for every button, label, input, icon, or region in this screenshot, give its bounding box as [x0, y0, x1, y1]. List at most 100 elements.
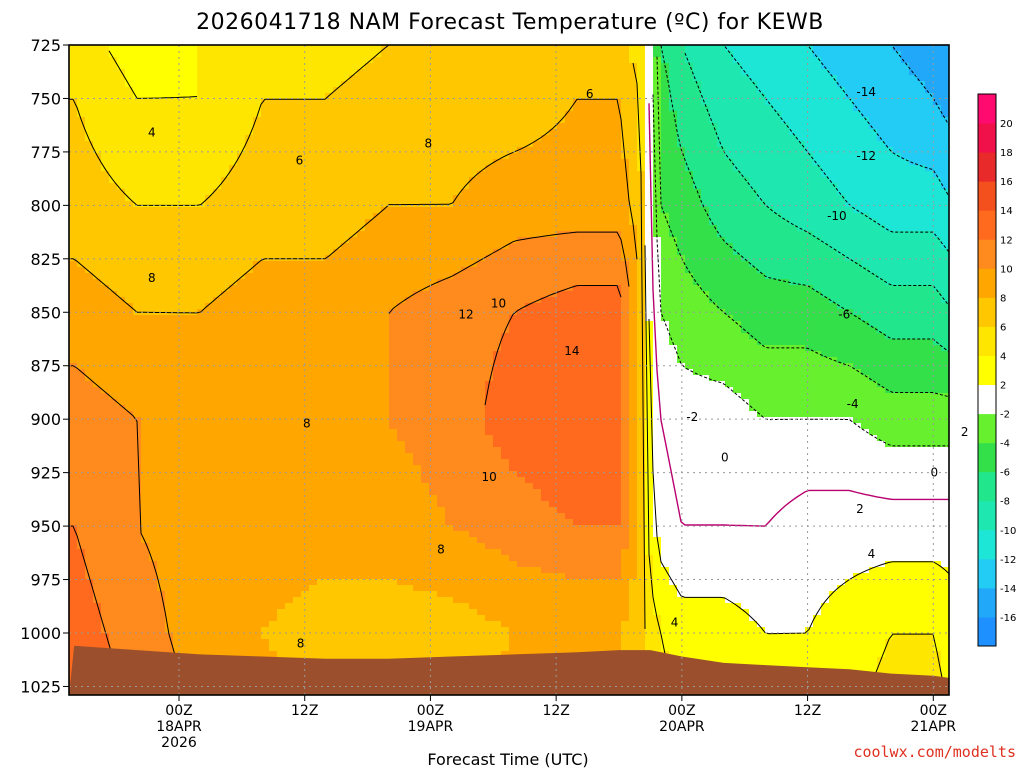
temperature-cell [469, 237, 478, 244]
temperature-cell [517, 87, 526, 94]
temperature-cell [85, 165, 94, 172]
temperature-cell [285, 297, 294, 304]
temperature-cell [301, 291, 310, 298]
temperature-cell [925, 207, 934, 214]
temperature-cell [749, 99, 758, 106]
temperature-cell [245, 123, 254, 130]
temperature-cell [469, 195, 478, 202]
temperature-cell [389, 93, 398, 100]
temperature-cell [357, 159, 366, 166]
temperature-cell [189, 141, 198, 148]
temperature-cell [637, 147, 646, 154]
temperature-cell [717, 159, 726, 166]
temperature-cell [613, 255, 622, 262]
temperature-cell [333, 99, 342, 106]
temperature-cell [253, 153, 262, 160]
temperature-cell [285, 87, 294, 94]
temperature-cell [741, 231, 750, 238]
temperature-cell [669, 159, 678, 166]
temperature-cell [517, 51, 526, 58]
temperature-cell [325, 153, 334, 160]
temperature-cell [437, 45, 446, 52]
temperature-cell [893, 117, 902, 124]
temperature-cell [317, 279, 326, 286]
temperature-cell [277, 75, 286, 82]
temperature-cell [277, 141, 286, 148]
temperature-cell [453, 309, 462, 316]
temperature-cell [317, 201, 326, 208]
temperature-cell [261, 129, 270, 136]
temperature-cell [117, 123, 126, 130]
temperature-cell [117, 195, 126, 202]
temperature-cell [789, 207, 798, 214]
temperature-cell [645, 99, 654, 106]
temperature-cell [301, 135, 310, 142]
temperature-cell [765, 93, 774, 100]
temperature-cell [477, 219, 486, 226]
temperature-cell [133, 303, 142, 310]
temperature-cell [493, 195, 502, 202]
temperature-cell [317, 117, 326, 124]
temperature-cell [709, 57, 718, 64]
temperature-cell [493, 93, 502, 100]
temperature-cell [349, 45, 358, 52]
temperature-cell [941, 267, 950, 274]
temperature-cell [205, 219, 214, 226]
temperature-cell [253, 93, 262, 100]
temperature-cell [477, 279, 486, 286]
temperature-cell [909, 237, 918, 244]
temperature-cell [333, 117, 342, 124]
temperature-cell [237, 147, 246, 154]
temperature-cell [165, 81, 174, 88]
temperature-cell [517, 123, 526, 130]
temperature-cell [653, 285, 662, 292]
temperature-cell [261, 153, 270, 160]
temperature-cell [797, 159, 806, 166]
temperature-cell [877, 153, 886, 160]
temperature-cell [181, 159, 190, 166]
temperature-cell [101, 273, 110, 280]
temperature-cell [261, 159, 270, 166]
temperature-cell [525, 213, 534, 220]
temperature-cell [341, 231, 350, 238]
temperature-cell [197, 117, 206, 124]
temperature-cell [309, 315, 318, 322]
temperature-cell [757, 105, 766, 112]
temperature-cell [789, 303, 798, 310]
temperature-cell [429, 255, 438, 262]
temperature-cell [573, 57, 582, 64]
temperature-cell [709, 303, 718, 310]
temperature-cell [461, 171, 470, 178]
temperature-cell [333, 123, 342, 130]
temperature-cell [773, 171, 782, 178]
temperature-cell [709, 255, 718, 262]
temperature-cell [437, 111, 446, 118]
temperature-cell [653, 213, 662, 220]
temperature-cell [925, 117, 934, 124]
temperature-cell [573, 201, 582, 208]
temperature-cell [837, 147, 846, 154]
temperature-cell [541, 123, 550, 130]
temperature-cell [341, 219, 350, 226]
temperature-cell [93, 99, 102, 106]
temperature-cell [573, 243, 582, 250]
temperature-cell [381, 81, 390, 88]
temperature-cell [445, 261, 454, 268]
temperature-cell [621, 231, 630, 238]
temperature-cell [893, 75, 902, 82]
temperature-cell [405, 189, 414, 196]
temperature-cell [125, 201, 134, 208]
temperature-cell [261, 93, 270, 100]
temperature-cell [261, 207, 270, 214]
temperature-cell [181, 219, 190, 226]
temperature-cell [797, 219, 806, 226]
temperature-cell [149, 207, 158, 214]
temperature-cell [869, 291, 878, 298]
temperature-cell [437, 261, 446, 268]
temperature-cell [885, 297, 894, 304]
temperature-cell [557, 195, 566, 202]
temperature-cell [869, 231, 878, 238]
temperature-cell [765, 249, 774, 256]
temperature-cell [373, 219, 382, 226]
temperature-cell [661, 123, 670, 130]
